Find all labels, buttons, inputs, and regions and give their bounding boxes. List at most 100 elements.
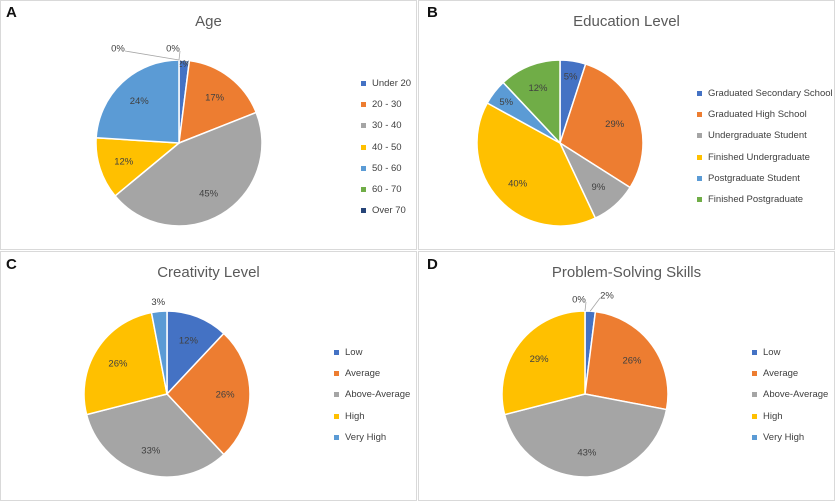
legend-label: High: [345, 410, 365, 422]
data-label-40-50: 12%: [114, 156, 134, 167]
legend-swatch: [697, 154, 702, 160]
legend-item-20-30: 20 - 30: [361, 99, 411, 110]
panel-d: D Problem-Solving Skills 2% 26% 43% 29% 0% L…: [418, 251, 835, 501]
data-label-under-20: 2%: [177, 59, 191, 70]
data-label-low: 12%: [179, 335, 199, 346]
chart-title: Creativity Level: [157, 264, 260, 281]
pie-chart: 2% 17% 45% 12% 24% 0% 0%: [95, 44, 263, 227]
legend-label: 20 - 30: [372, 99, 402, 111]
pie-slice-above-average: [85, 393, 225, 478]
legend-item-over-70: Over 70: [361, 205, 411, 216]
legend-swatch: [697, 196, 702, 202]
legend-label: Very High: [345, 431, 387, 443]
legend-item-graduated-high-school: Graduated High School: [697, 109, 833, 120]
legend-label: Very High: [763, 431, 805, 443]
chart-title: Problem-Solving Skills: [551, 264, 702, 281]
legend-label: Graduated Secondary School: [708, 88, 833, 99]
pie-slice-20-30: [178, 59, 258, 145]
legend-item-graduated-secondary-school: Graduated Secondary School: [697, 88, 833, 99]
legend-swatch: [334, 413, 339, 419]
legend-item-very-high: Very High: [752, 432, 828, 443]
legend-swatch: [697, 91, 702, 96]
legend-swatch: [697, 112, 702, 118]
panel-letter: D: [427, 256, 438, 273]
legend-item-postgraduate-student: Postgraduate Student: [697, 173, 833, 184]
leader-line: [124, 50, 180, 61]
pie-slice-average: [584, 310, 669, 411]
legend-swatch: [752, 350, 757, 355]
legend-item-undergraduate-student: Undergraduate Student: [697, 130, 833, 141]
leader-line: [584, 301, 587, 312]
data-label-60-70: 0%: [111, 44, 125, 55]
legend-item-above-average: Above-Average: [334, 389, 410, 400]
legend-label: Graduated High School: [708, 109, 807, 121]
legend-swatch: [334, 392, 339, 398]
data-label-finished-postgraduate: 12%: [528, 83, 548, 94]
legend-label: Finished Undergraduate: [708, 151, 810, 163]
legend-label: Above-Average: [345, 389, 411, 401]
legend-item-30-40: 30 - 40: [361, 120, 411, 131]
legend-item-60-70: 60 - 70: [361, 184, 411, 195]
pie-chart: 12% 26% 33% 26% 3%: [83, 297, 251, 478]
legend-swatch: [752, 413, 757, 419]
pie-slice-high: [83, 311, 168, 416]
legend-item-high: High: [334, 411, 410, 422]
legend-swatch: [697, 175, 702, 181]
panel-b: B Education Level 5% 29% 9% 40% 5% 12% Gradua…: [418, 0, 835, 250]
pie-chart: 2% 26% 43% 29% 0%: [501, 291, 669, 478]
data-label-average: 26%: [216, 390, 236, 401]
data-label-above-average: 43%: [577, 448, 597, 459]
legend-swatch: [334, 434, 339, 440]
pie-slice-high: [501, 310, 586, 416]
legend-item-finished-undergraduate: Finished Undergraduate: [697, 152, 833, 163]
legend-label: Finished Postgraduate: [708, 193, 804, 205]
legend-label: Average: [345, 368, 381, 380]
legend-item-very-high: Very High: [334, 432, 410, 443]
data-label-20-30: 17%: [205, 93, 225, 104]
legend-swatch: [361, 144, 366, 150]
pie-slice-finished-postgraduate: [502, 59, 561, 145]
legend-item-above-average: Above-Average: [752, 389, 828, 400]
pie-slice-30-40: [113, 111, 263, 227]
legend-label: Under 20: [372, 78, 412, 89]
legend-swatch: [752, 392, 757, 398]
legend-item-low: Low: [334, 347, 410, 358]
legend-item-average: Average: [334, 368, 410, 379]
legend-swatch: [361, 165, 366, 171]
data-label-high: 29%: [530, 354, 550, 365]
legend-swatch: [334, 371, 339, 377]
legend-item-low: Low: [752, 347, 828, 358]
pie-slice-above-average: [503, 393, 668, 478]
data-label-30-40: 45%: [199, 189, 219, 200]
leader-line: [178, 50, 181, 61]
data-label-finished-undergraduate: 40%: [508, 178, 528, 189]
chart-title: Age: [195, 13, 222, 30]
legend-label: Average: [763, 368, 799, 380]
legend-item-40-50: 40 - 50: [361, 142, 411, 153]
panel-letter: B: [427, 4, 438, 21]
legend-swatch: [361, 102, 366, 108]
legend-swatch: [361, 208, 366, 214]
legend-swatch: [361, 81, 366, 86]
data-label-graduated-high-school: 29%: [605, 119, 625, 130]
legend-swatch: [752, 371, 757, 377]
pie-chart: 5% 29% 9% 40% 5% 12%: [476, 59, 644, 227]
legend-swatch: [334, 350, 339, 355]
chart-title: Education Level: [573, 13, 680, 30]
panel-letter: C: [6, 256, 17, 273]
legend-item-average: Average: [752, 368, 828, 379]
data-label-postgraduate-student: 5%: [499, 97, 513, 108]
legend: Under 20 20 - 30 30 - 40 40 - 50 50 - 60 60 -…: [361, 78, 411, 226]
data-label-average: 26%: [622, 355, 642, 366]
legend-label: 50 - 60: [372, 162, 402, 174]
panel-letter: A: [6, 4, 17, 21]
data-label-high: 26%: [108, 358, 128, 369]
legend-swatch: [752, 434, 757, 440]
legend-swatch: [361, 186, 366, 192]
panel-c: C Creativity Level 12% 26% 33% 26% 3% Low Ave…: [0, 251, 417, 501]
data-label-low: 2%: [600, 291, 614, 302]
panel-a: A Age 2% 17% 45% 12% 24% 0% 0% Under 20 20 - 30…: [0, 0, 417, 250]
pie-slice-graduated-high-school: [559, 63, 644, 189]
pie-slice-finished-undergraduate: [476, 101, 597, 227]
data-label-very-high: 3%: [151, 297, 165, 308]
